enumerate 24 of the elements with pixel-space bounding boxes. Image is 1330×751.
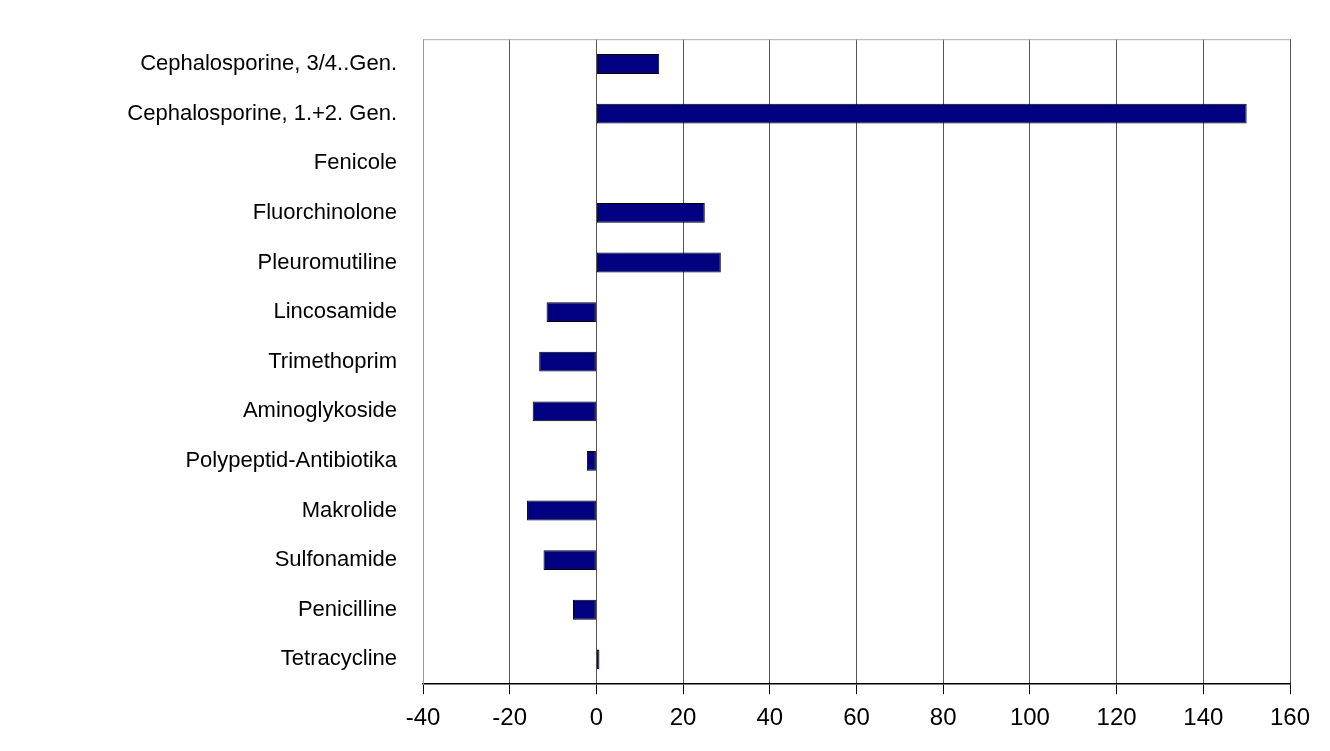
x-tick-label: 160 [1269, 703, 1311, 731]
y-tick-label: Trimethoprim [268, 347, 397, 373]
x-tick-label: 140 [1183, 703, 1224, 731]
y-tick-label: Pleuromutiline [257, 248, 397, 274]
y-tick-label: Sulfonamide [274, 546, 397, 572]
x-tick-label: 0 [589, 703, 604, 731]
y-tick-label: Penicilline [297, 595, 397, 621]
x-tick-label: 100 [1009, 703, 1050, 731]
x-tick-label: -40 [405, 703, 441, 731]
y-tick-label: Aminoglykoside [242, 397, 397, 423]
y-tick-label: Fluorchinolone [252, 198, 397, 224]
x-tick-label: -20 [492, 703, 528, 731]
y-tick-label: Fenicole [313, 149, 397, 175]
x-tick-label: 60 [843, 703, 870, 731]
y-tick-label: Polypeptid-Antibiotika [185, 446, 398, 472]
x-tick-label: 20 [669, 703, 697, 731]
x-tick-label: 80 [929, 703, 957, 731]
y-tick-label: Cephalosporine, 3/4..Gen. [140, 50, 397, 76]
y-tick-label: Tetracycline [280, 645, 397, 671]
y-tick-label: Cephalosporine, 1.+2. Gen. [127, 99, 397, 125]
y-tick-label: Makrolide [301, 496, 397, 522]
x-tick-label: 40 [756, 703, 784, 731]
y-tick-label: Lincosamide [273, 298, 397, 324]
x-tick-label: 120 [1096, 703, 1137, 731]
